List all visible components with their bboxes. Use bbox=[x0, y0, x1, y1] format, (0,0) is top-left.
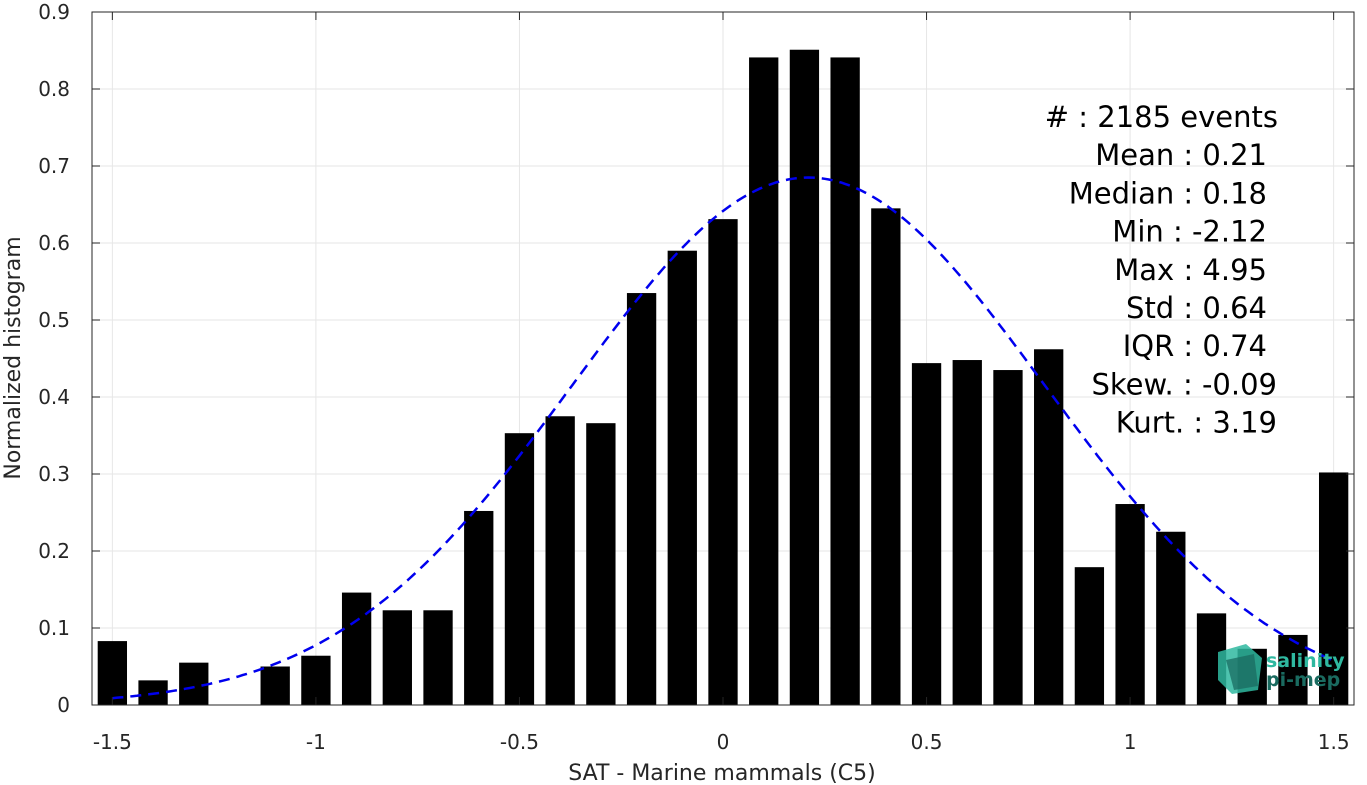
histogram-bar bbox=[260, 666, 290, 705]
histogram-bar bbox=[586, 423, 616, 705]
histogram-bar bbox=[341, 592, 372, 705]
logo-shade-icon bbox=[1226, 654, 1258, 690]
histogram-bar bbox=[179, 662, 209, 705]
x-tick-label: 0.5 bbox=[911, 730, 943, 754]
y-tick-label: 0.1 bbox=[38, 616, 70, 640]
x-tick-label: -1 bbox=[306, 730, 326, 754]
histogram-bar bbox=[545, 416, 575, 705]
stat-line: IQR : 0.74 bbox=[1123, 329, 1267, 363]
y-axis-label: Normalized histogram bbox=[1, 236, 26, 479]
stat-line: Skew. : -0.09 bbox=[1091, 367, 1277, 401]
x-axis-label: SAT - Marine mammals (C5) bbox=[568, 761, 876, 785]
stat-line: Median : 0.18 bbox=[1069, 176, 1267, 210]
y-tick-label: 0.6 bbox=[38, 231, 70, 255]
x-axis-ticks: -1.5 -1 -0.5 0 0.5 1 1.5 bbox=[93, 12, 1350, 754]
histogram-bar bbox=[952, 360, 982, 705]
histogram-bar bbox=[301, 655, 331, 705]
stat-line: Std : 0.64 bbox=[1126, 291, 1267, 325]
histogram-bar bbox=[464, 510, 494, 705]
y-tick-label: 0.8 bbox=[38, 77, 70, 101]
x-tick-label: -1.5 bbox=[93, 730, 132, 754]
gaussian-fit-curve bbox=[112, 176, 1335, 700]
histogram-bar bbox=[626, 293, 657, 705]
x-tick-label: 0 bbox=[717, 730, 730, 754]
histogram-bar bbox=[789, 49, 820, 706]
stat-line: Min : -2.12 bbox=[1112, 215, 1267, 249]
salinity-pimep-logo: salinity pi-mep bbox=[1218, 644, 1345, 694]
histogram-bar bbox=[1278, 634, 1308, 705]
y-tick-label: 0.9 bbox=[38, 0, 70, 24]
histogram-bar bbox=[504, 433, 535, 705]
histogram-bar bbox=[1115, 504, 1145, 705]
logo-text-pimep: pi-mep bbox=[1266, 669, 1340, 691]
histogram-bar bbox=[871, 208, 901, 705]
x-tick-label: 1 bbox=[1124, 730, 1137, 754]
histogram-bar bbox=[911, 363, 942, 705]
histogram-bar bbox=[97, 641, 128, 705]
y-tick-label: 0.3 bbox=[38, 462, 70, 486]
x-tick-label: -0.5 bbox=[500, 730, 539, 754]
y-tick-label: 0.7 bbox=[38, 154, 70, 178]
histogram-bar bbox=[382, 610, 412, 705]
stat-line: Mean : 0.21 bbox=[1095, 138, 1267, 172]
histogram-bar bbox=[1156, 531, 1186, 705]
histogram-bar bbox=[993, 370, 1023, 705]
stat-line: Kurt. : 3.19 bbox=[1116, 406, 1277, 440]
x-tick-label: 1.5 bbox=[1318, 730, 1350, 754]
y-tick-label: 0.5 bbox=[38, 308, 70, 332]
histogram-bar bbox=[749, 57, 779, 706]
stats-box: # : 2185 events Mean : 0.21 Median : 0.18 M… bbox=[1045, 100, 1278, 440]
bars bbox=[97, 49, 1349, 706]
stat-line: # : 2185 events bbox=[1045, 100, 1278, 134]
logo-text-salinity: salinity bbox=[1266, 650, 1345, 672]
y-tick-label: 0.4 bbox=[38, 385, 70, 409]
histogram-bar bbox=[423, 610, 453, 705]
histogram-bar bbox=[1034, 349, 1064, 705]
histogram-bar bbox=[1318, 472, 1349, 705]
histogram-bar bbox=[667, 250, 697, 705]
histogram-bar bbox=[1074, 567, 1105, 705]
stat-line: Max : 4.95 bbox=[1114, 253, 1267, 287]
y-tick-label: 0 bbox=[57, 693, 70, 717]
y-tick-label: 0.2 bbox=[38, 539, 70, 563]
y-axis-ticks: 0 0.1 0.2 0.3 0.4 0.5 0.6 0.7 0.8 0.9 bbox=[38, 0, 1354, 717]
histogram-bar bbox=[830, 57, 860, 706]
histogram-bar bbox=[708, 219, 738, 705]
